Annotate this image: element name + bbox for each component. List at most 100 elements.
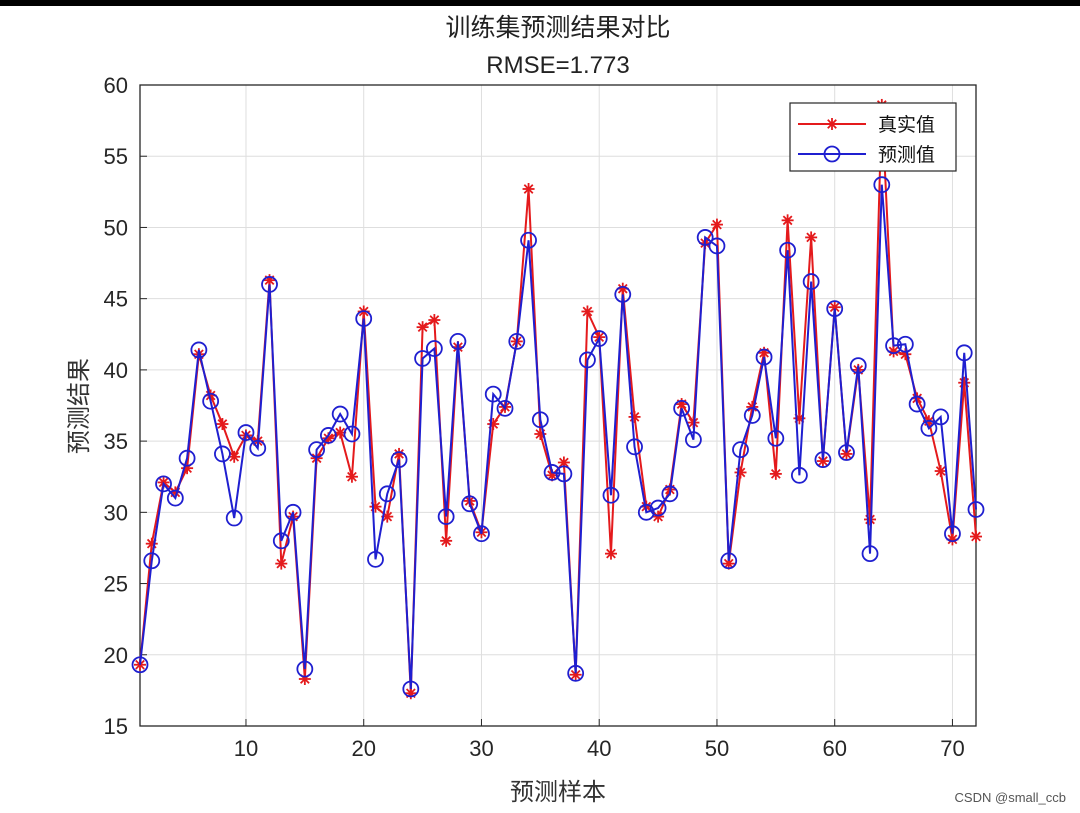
series-2-point bbox=[767, 429, 785, 447]
series-1-point bbox=[769, 467, 782, 480]
series-2-point bbox=[331, 405, 349, 423]
series-2-point bbox=[661, 485, 679, 503]
series-2-point bbox=[814, 451, 832, 469]
series-1-point bbox=[652, 510, 665, 523]
series-1-point bbox=[958, 376, 971, 389]
y-axis-ticks: 15 20 25 30 35 40 45 50 55 60 bbox=[104, 73, 147, 739]
series-1-point bbox=[722, 557, 735, 570]
series-1-point bbox=[887, 345, 900, 358]
series-2-point bbox=[555, 465, 573, 483]
series-2-point bbox=[543, 464, 561, 481]
series-2-point bbox=[673, 399, 691, 417]
series-2-point bbox=[873, 176, 891, 194]
series-2-point bbox=[166, 489, 184, 507]
y-tick-label: 40 bbox=[104, 358, 128, 383]
series-2-point bbox=[614, 285, 632, 303]
series-2-point bbox=[531, 411, 549, 429]
series-1-line bbox=[139, 104, 977, 694]
series-2-point bbox=[484, 385, 502, 403]
y-tick-label: 35 bbox=[104, 429, 128, 454]
x-axis-label: 预测样本 bbox=[510, 778, 606, 806]
x-axis-ticks: 10 20 30 40 50 60 70 bbox=[234, 719, 965, 761]
series-1-point bbox=[805, 231, 818, 244]
series-2-point bbox=[579, 351, 596, 369]
series-2-point bbox=[190, 341, 208, 359]
series-1-point bbox=[840, 447, 853, 460]
legend-box bbox=[789, 102, 957, 172]
series-2-point bbox=[449, 332, 467, 350]
series-2-point bbox=[590, 330, 608, 347]
series-2-point bbox=[732, 441, 749, 459]
series-2-point bbox=[637, 503, 655, 521]
legend-item-1: 真实值 bbox=[798, 114, 935, 136]
series-1-point bbox=[828, 301, 841, 314]
legend-marker bbox=[823, 145, 841, 163]
series-2-point bbox=[649, 499, 667, 517]
series-1-point bbox=[934, 465, 947, 478]
series-1-point bbox=[369, 500, 382, 513]
series-1-point bbox=[710, 218, 723, 231]
series-2-point bbox=[272, 532, 290, 550]
series-2-point bbox=[355, 310, 373, 328]
series-2-point bbox=[790, 466, 808, 484]
top-border-bar bbox=[0, 0, 1080, 6]
series-1-point bbox=[275, 557, 288, 570]
series-2-point bbox=[155, 475, 172, 493]
series-1-point bbox=[604, 547, 617, 560]
series-2-point bbox=[414, 350, 431, 367]
grid-lines bbox=[140, 85, 976, 726]
series-2-point bbox=[131, 656, 149, 674]
series-2-point bbox=[249, 439, 267, 457]
series-2-point bbox=[567, 664, 585, 682]
series-2-point bbox=[508, 332, 526, 350]
series-2-point bbox=[920, 419, 938, 437]
series-2-point bbox=[214, 445, 231, 463]
y-tick-label: 30 bbox=[104, 500, 128, 525]
series-2-point bbox=[402, 680, 420, 698]
y-tick-label: 60 bbox=[104, 73, 128, 98]
series-2-point bbox=[319, 427, 337, 444]
x-tick-label: 40 bbox=[587, 736, 611, 761]
legend-label: 预测值 bbox=[878, 144, 935, 166]
series-1-point bbox=[946, 533, 959, 546]
series-2-point bbox=[143, 552, 161, 570]
series-2-point bbox=[520, 231, 537, 249]
series-2-point bbox=[802, 273, 820, 290]
series-1-point bbox=[404, 687, 417, 700]
series-2-point bbox=[496, 399, 514, 417]
series-2-point bbox=[261, 276, 278, 293]
series-2-point bbox=[743, 407, 761, 424]
series-1-point bbox=[628, 410, 641, 423]
series-2-point bbox=[720, 552, 738, 570]
series-2-point bbox=[308, 441, 326, 459]
series-1-point bbox=[440, 534, 453, 547]
series-2-point bbox=[908, 395, 926, 413]
x-tick-label: 30 bbox=[469, 736, 493, 761]
series-2-point bbox=[390, 451, 408, 469]
series-2-point bbox=[838, 444, 855, 461]
x-tick-label: 20 bbox=[351, 736, 375, 761]
series-2-point bbox=[602, 486, 620, 504]
series-2-point bbox=[473, 525, 490, 543]
y-tick-label: 45 bbox=[104, 287, 128, 312]
series-1-point bbox=[734, 466, 747, 479]
series-2-point bbox=[779, 241, 797, 259]
x-tick-label: 50 bbox=[705, 736, 729, 761]
series-1-point bbox=[970, 530, 982, 543]
series-2-point bbox=[967, 501, 985, 518]
series-2-point bbox=[861, 545, 879, 563]
chart-title: 训练集预测结果对比 bbox=[445, 13, 670, 42]
x-tick-label: 60 bbox=[822, 736, 846, 761]
x-tick-label: 10 bbox=[234, 736, 258, 761]
series-2-point bbox=[296, 660, 314, 678]
series-2-point bbox=[378, 485, 396, 503]
series-2-point bbox=[284, 503, 302, 521]
legend-marker bbox=[826, 118, 838, 130]
series-2-point bbox=[896, 335, 914, 353]
series-2-point bbox=[425, 340, 443, 357]
series-1-point bbox=[487, 418, 500, 431]
series-2-point bbox=[885, 337, 902, 355]
legend-item-2: 预测值 bbox=[798, 144, 935, 166]
series-1-point bbox=[428, 314, 441, 327]
